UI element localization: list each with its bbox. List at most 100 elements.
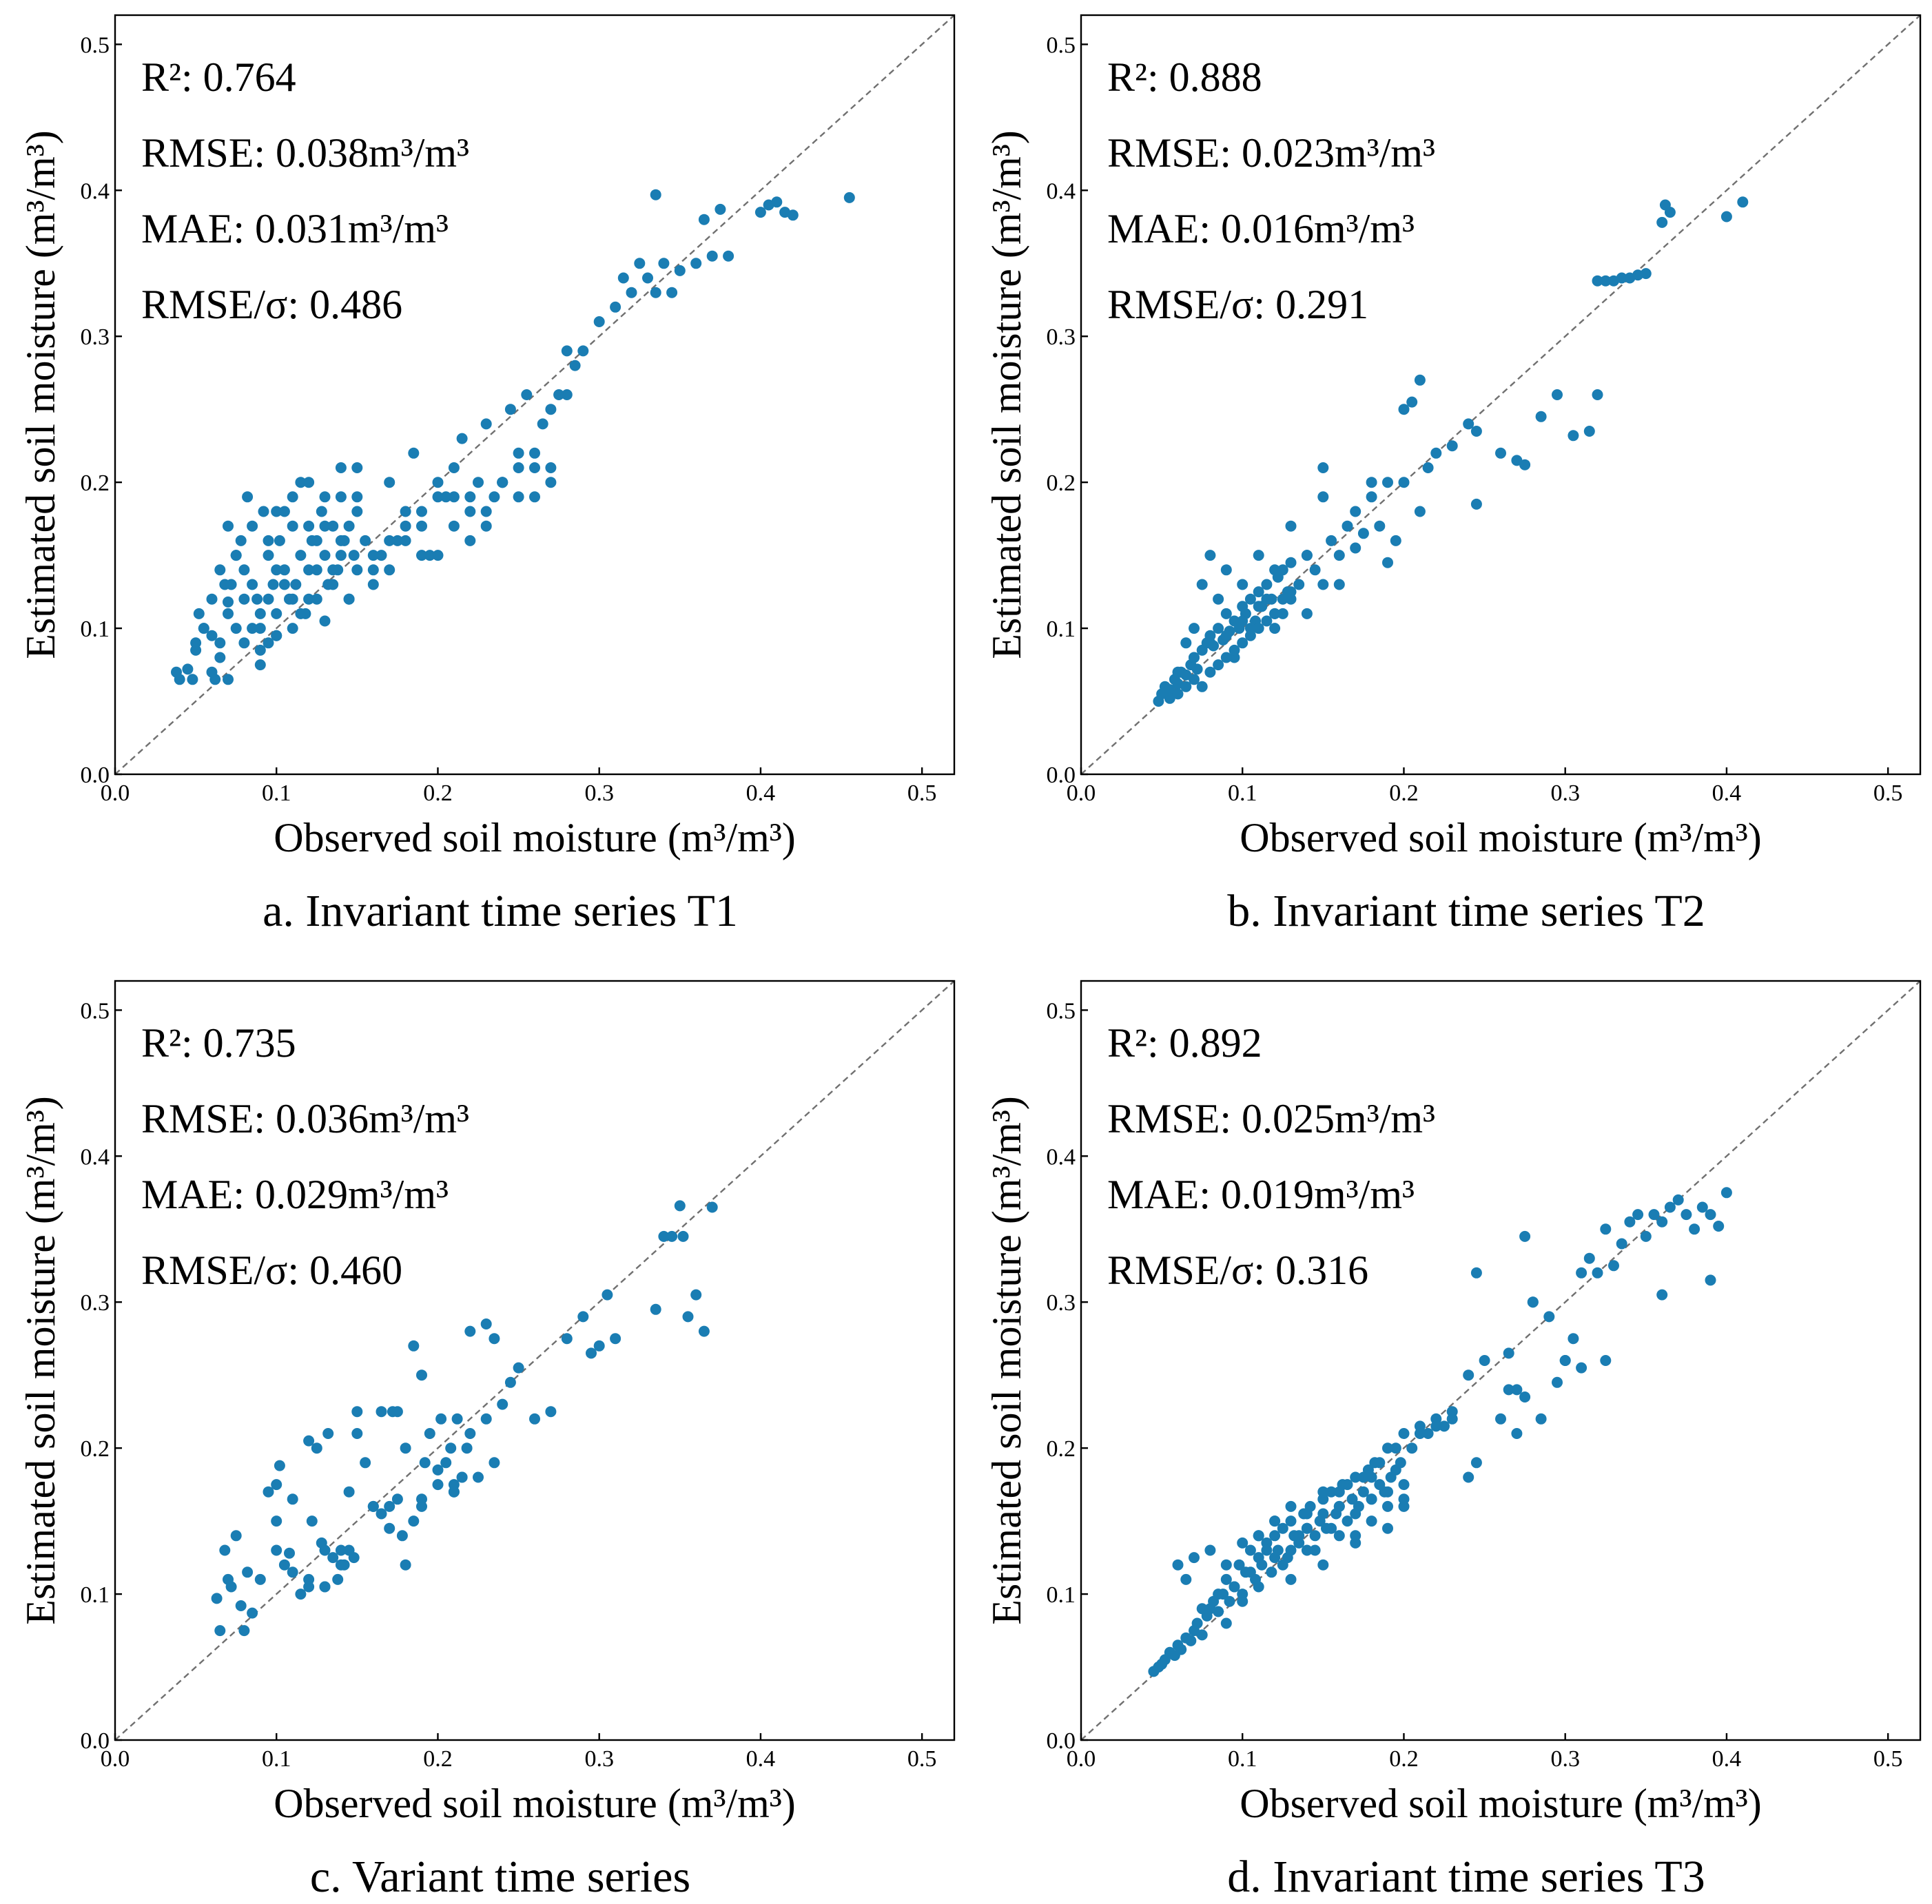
x-tick-label: 0.4	[746, 780, 776, 806]
data-point	[642, 272, 653, 284]
data-point	[1366, 477, 1377, 488]
data-point	[448, 491, 460, 503]
data-point	[306, 1515, 318, 1527]
data-point	[327, 579, 339, 590]
data-point	[1470, 498, 1482, 510]
data-point	[473, 1471, 484, 1483]
data-point	[1317, 1508, 1329, 1520]
data-point	[1333, 1486, 1345, 1498]
y-tick-label: 0.2	[1047, 470, 1076, 496]
data-point	[295, 550, 307, 561]
data-point	[521, 389, 533, 400]
data-point	[335, 535, 347, 546]
data-point	[787, 209, 799, 221]
data-point	[174, 674, 185, 685]
data-point	[473, 477, 484, 488]
data-point	[251, 593, 263, 605]
data-point	[198, 623, 209, 634]
data-point	[489, 491, 500, 503]
data-point	[1196, 579, 1208, 590]
data-point	[311, 593, 322, 605]
data-point	[303, 477, 315, 488]
data-point	[219, 1544, 231, 1556]
data-point	[497, 477, 508, 488]
data-point	[1261, 579, 1273, 590]
x-tick-label: 0.3	[584, 1746, 614, 1772]
data-point	[553, 389, 565, 400]
data-point	[1430, 1420, 1442, 1432]
data-point	[391, 535, 403, 546]
plot-frame	[114, 14, 956, 776]
x-axis-label: Observed soil moisture (m³/m³)	[274, 815, 796, 860]
data-point	[290, 579, 302, 590]
x-tick-label: 0.2	[423, 1746, 453, 1772]
stat-line: RMSE: 0.023m³/m³	[1107, 130, 1435, 176]
data-point	[235, 535, 247, 546]
data-point	[1346, 1493, 1358, 1505]
data-point	[348, 550, 360, 561]
data-point	[1583, 426, 1595, 437]
x-tick-label: 0.2	[1389, 780, 1419, 806]
data-point	[1277, 1522, 1288, 1534]
data-point	[238, 593, 250, 605]
data-point	[1253, 586, 1264, 598]
data-point	[287, 1493, 298, 1505]
data-point	[1285, 1500, 1297, 1512]
y-tick-label: 0.3	[1047, 1290, 1076, 1316]
data-point	[351, 1428, 363, 1439]
data-point	[1737, 196, 1749, 208]
data-point	[1237, 615, 1248, 627]
data-point	[254, 623, 266, 634]
data-point	[674, 1200, 686, 1212]
data-point	[1204, 637, 1216, 649]
data-point	[214, 652, 226, 663]
data-point	[247, 623, 258, 634]
stat-line: R²: 0.888	[1107, 54, 1262, 100]
data-point	[1640, 268, 1652, 280]
data-point	[235, 1600, 247, 1611]
data-point	[271, 608, 282, 619]
data-point	[464, 1428, 476, 1439]
data-point	[771, 196, 783, 208]
data-point	[1191, 1617, 1203, 1629]
data-point	[384, 1522, 395, 1534]
data-point	[1220, 652, 1232, 663]
data-point	[1172, 666, 1184, 678]
data-point	[223, 596, 234, 608]
data-point	[287, 593, 298, 605]
data-point	[1374, 520, 1386, 532]
data-point	[1479, 1355, 1490, 1366]
data-point	[1519, 1230, 1531, 1242]
data-point	[1172, 1559, 1184, 1571]
data-point	[432, 1479, 444, 1491]
stat-line: RMSE: 0.036m³/m³	[141, 1096, 469, 1141]
data-point	[448, 520, 460, 532]
stat-line: MAE: 0.016m³/m³	[1107, 206, 1415, 251]
plot-frame	[1080, 980, 1922, 1741]
x-tick-label: 0.3	[1550, 1746, 1580, 1772]
data-point	[1382, 1522, 1393, 1534]
data-point	[351, 491, 363, 503]
data-point	[424, 550, 435, 561]
x-tick-label: 0.2	[423, 780, 453, 806]
data-point	[360, 1457, 371, 1469]
data-point	[1277, 593, 1288, 605]
data-point	[1648, 1209, 1660, 1221]
data-point	[295, 1589, 307, 1600]
data-point	[206, 630, 218, 641]
data-point	[1382, 1500, 1393, 1512]
data-point	[223, 520, 234, 532]
y-tick-label: 0.1	[1047, 1582, 1076, 1608]
data-point	[206, 593, 218, 605]
data-point	[440, 1457, 452, 1469]
data-point	[1511, 455, 1523, 466]
data-point	[1414, 1428, 1426, 1439]
data-point	[376, 1406, 387, 1418]
data-point	[1253, 1530, 1264, 1542]
data-point	[206, 666, 218, 678]
data-point	[698, 214, 710, 225]
data-point	[1446, 440, 1458, 452]
data-point	[1253, 1581, 1264, 1593]
data-point	[1253, 601, 1264, 612]
data-point	[1503, 1384, 1514, 1396]
